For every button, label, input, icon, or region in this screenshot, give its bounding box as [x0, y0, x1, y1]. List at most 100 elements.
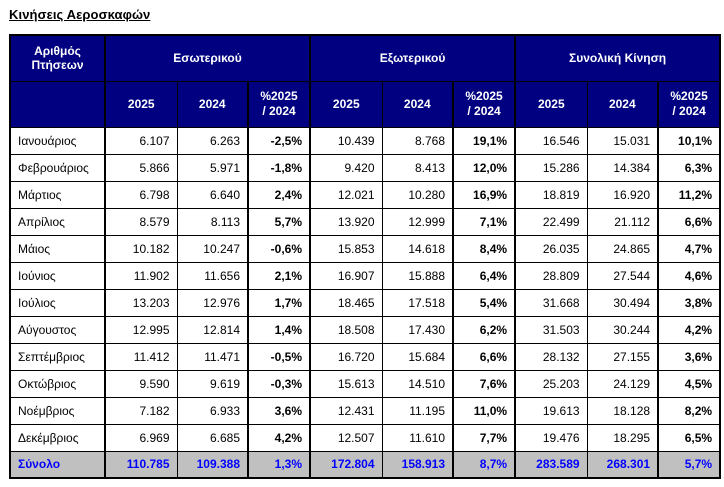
cell-international-pct: 11,0%: [452, 396, 516, 425]
cell-international-2025: 16.907: [309, 261, 383, 290]
cell-total-2024: 21.112: [586, 207, 659, 236]
subheader-domestic-2024: 2024: [176, 80, 249, 128]
cell-total-2025: 18.819: [514, 180, 588, 209]
cell-domestic-pct: -0,3%: [246, 369, 311, 398]
month-label: Νοέμβριος: [9, 396, 106, 425]
cell-total-2025: 19.476: [514, 423, 588, 452]
cell-domestic-2025: 12.995: [104, 315, 178, 344]
cell-international-2024: 15.684: [381, 342, 454, 371]
cell-domestic-2025: 11.412: [104, 342, 178, 371]
corner-header: Αριθμός Πτήσεων: [9, 34, 106, 82]
cell-international-2024: 14.618: [381, 234, 454, 263]
cell-domestic-pct: 1,7%: [246, 288, 311, 317]
cell-total-2025: 25.203: [514, 369, 588, 398]
subheader-total-2024: 2024: [586, 80, 659, 128]
cell-international-pct: 6,6%: [452, 342, 516, 371]
table-row: Μάιος 10.182 10.247 -0,6% 15.853 14.618 8,4% 26…: [9, 234, 721, 263]
cell-domestic-2025: 6.107: [104, 126, 178, 155]
group-header-total: Συνολική Κίνηση: [514, 34, 721, 82]
cell-domestic-pct: 4,2%: [246, 423, 311, 452]
cell-domestic-pct: -2,5%: [246, 126, 311, 155]
month-label: Οκτώβριος: [9, 369, 106, 398]
month-label: Σεπτέμβριος: [9, 342, 106, 371]
cell-total-2024: 16.920: [586, 180, 659, 209]
subheader-international-2024: 2024: [381, 80, 454, 128]
cell-domestic-2024: 6.933: [176, 396, 249, 425]
subheader-total-2025: 2025: [514, 80, 588, 128]
cell-international-2025: 10.439: [309, 126, 383, 155]
cell-international-pct: 19,1%: [452, 126, 516, 155]
cell-international-2024: 17.430: [381, 315, 454, 344]
table-row: Οκτώβριος 9.590 9.619 -0,3% 15.613 14.510 7,6%…: [9, 369, 721, 398]
table-row: Αύγουστος 12.995 12.814 1,4% 18.508 17.430 6,2…: [9, 315, 721, 344]
cell-domestic-pct: 1,3%: [246, 450, 311, 479]
cell-domestic-2025: 9.590: [104, 369, 178, 398]
page-title: Κινήσεις Αεροσκαφών: [9, 7, 151, 22]
cell-domestic-2025: 11.902: [104, 261, 178, 290]
cell-domestic-2024: 12.976: [176, 288, 249, 317]
cell-total-pct: 8,2%: [657, 396, 721, 425]
cell-total-2024: 14.384: [586, 153, 659, 182]
total-row-label: Σύνολο: [9, 450, 106, 479]
cell-international-2025: 12.507: [309, 423, 383, 452]
subheader-international-pct: %2025 / 2024: [452, 80, 516, 128]
cell-domestic-2024: 6.640: [176, 180, 249, 209]
cell-total-2024: 27.155: [586, 342, 659, 371]
month-label: Φεβρουάριος: [9, 153, 106, 182]
cell-domestic-pct: -0,5%: [246, 342, 311, 371]
cell-domestic-pct: -0,6%: [246, 234, 311, 263]
cell-total-2025: 19.613: [514, 396, 588, 425]
cell-total-pct: 6,5%: [657, 423, 721, 452]
cell-total-pct: 6,3%: [657, 153, 721, 182]
cell-domestic-2024: 11.471: [176, 342, 249, 371]
cell-total-2025: 31.503: [514, 315, 588, 344]
cell-total-pct: 4,6%: [657, 261, 721, 290]
group-header-international: Εξωτερικού: [309, 34, 516, 82]
cell-domestic-2024: 109.388: [176, 450, 249, 479]
cell-total-2025: 26.035: [514, 234, 588, 263]
cell-domestic-pct: -1,8%: [246, 153, 311, 182]
cell-domestic-2024: 5.971: [176, 153, 249, 182]
table-row: Ιούλιος 13.203 12.976 1,7% 18.465 17.518 5,4% 3…: [9, 288, 721, 317]
cell-international-2025: 12.431: [309, 396, 383, 425]
cell-international-2024: 17.518: [381, 288, 454, 317]
month-label: Μάιος: [9, 234, 106, 263]
cell-total-pct: 11,2%: [657, 180, 721, 209]
cell-domestic-2025: 5.866: [104, 153, 178, 182]
cell-domestic-pct: 3,6%: [246, 396, 311, 425]
cell-total-2024: 268.301: [586, 450, 659, 479]
cell-domestic-2024: 10.247: [176, 234, 249, 263]
cell-total-2024: 30.244: [586, 315, 659, 344]
total-row: Σύνολο 110.785 109.388 1,3% 172.804 158.913 8,…: [9, 450, 721, 479]
table-row: Ιούνιος 11.902 11.656 2,1% 16.907 15.888 6,4% 2…: [9, 261, 721, 290]
cell-international-2024: 11.610: [381, 423, 454, 452]
cell-total-2025: 15.286: [514, 153, 588, 182]
month-label: Αύγουστος: [9, 315, 106, 344]
subheader-international-2025: 2025: [309, 80, 383, 128]
cell-total-pct: 4,5%: [657, 369, 721, 398]
cell-international-pct: 6,2%: [452, 315, 516, 344]
cell-total-2025: 283.589: [514, 450, 588, 479]
month-label: Δεκέμβριος: [9, 423, 106, 452]
cell-international-2024: 10.280: [381, 180, 454, 209]
subheader-domestic-pct: %2025 / 2024: [246, 80, 311, 128]
table-row: Δεκέμβριος 6.969 6.685 4,2% 12.507 11.610 7,7%…: [9, 423, 721, 452]
cell-international-pct: 7,6%: [452, 369, 516, 398]
subheader-domestic-2025: 2025: [104, 80, 178, 128]
cell-international-pct: 8,4%: [452, 234, 516, 263]
cell-international-2025: 18.508: [309, 315, 383, 344]
group-header-domestic: Εσωτερικού: [103, 34, 311, 82]
subheader-total-pct: %2025 / 2024: [657, 80, 721, 128]
cell-domestic-2025: 10.182: [104, 234, 178, 263]
cell-international-2025: 13.920: [309, 207, 383, 236]
header-group-row: Αριθμός Πτήσεων Εσωτερικού Εξωτερικού Συ…: [9, 34, 721, 82]
cell-domestic-pct: 2,1%: [246, 261, 311, 290]
cell-total-pct: 4,7%: [657, 234, 721, 263]
cell-international-2025: 12.021: [309, 180, 383, 209]
month-label: Ιούλιος: [9, 288, 106, 317]
cell-total-2025: 31.668: [514, 288, 588, 317]
month-label: Απρίλιος: [9, 207, 106, 236]
cell-total-2025: 28.809: [514, 261, 588, 290]
cell-domestic-pct: 2,4%: [246, 180, 311, 209]
